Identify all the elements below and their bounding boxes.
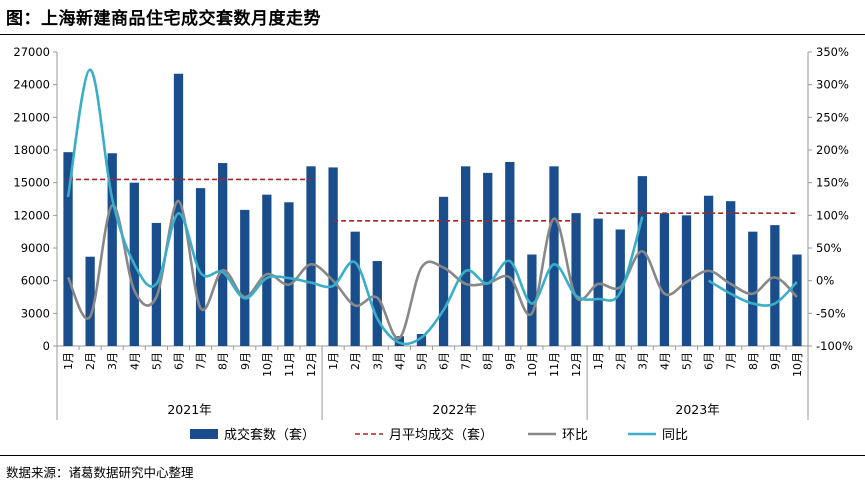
y-left-tick-label: 15000 <box>13 176 50 190</box>
bar <box>372 261 382 346</box>
x-category-label: 7月 <box>195 352 208 370</box>
bar <box>328 167 338 346</box>
x-category-label: 9月 <box>239 352 252 370</box>
title-rule <box>0 34 865 35</box>
x-category-label: 8月 <box>747 352 760 370</box>
x-category-label: 4月 <box>658 352 671 370</box>
x-category-label: 10月 <box>791 352 804 377</box>
bar <box>460 166 471 346</box>
legend-swatch-bar <box>190 429 218 439</box>
x-category-label: 1月 <box>62 352 75 370</box>
x-category-label: 5月 <box>681 352 694 370</box>
x-category-label: 11月 <box>283 352 296 377</box>
y-left-tick-label: 21000 <box>13 110 50 124</box>
legend-label: 同比 <box>662 428 688 443</box>
bar <box>483 172 493 346</box>
bar <box>438 196 449 346</box>
yoy-line-segment <box>66 68 644 346</box>
y-right-tick-label: 100% <box>816 208 849 222</box>
x-category-label: 6月 <box>172 352 185 370</box>
year-label: 2023年 <box>675 402 719 417</box>
x-category-label: 7月 <box>460 352 473 370</box>
x-category-label: 9月 <box>504 352 517 370</box>
x-category-label: 11月 <box>548 352 561 377</box>
y-right-tick-label: 150% <box>816 176 849 190</box>
y-left-tick-label: 18000 <box>13 143 50 157</box>
year-label: 2021年 <box>167 402 211 417</box>
bar <box>306 166 316 346</box>
y-right-tick-label: 300% <box>816 78 849 92</box>
y-left-tick-label: 24000 <box>13 78 50 92</box>
bar <box>748 231 758 346</box>
x-category-label: 12月 <box>305 352 318 377</box>
y-right-tick-label: -50% <box>816 306 846 320</box>
bar <box>637 176 647 346</box>
bar <box>571 213 581 346</box>
legend-label: 月平均成交（套） <box>389 427 493 443</box>
legend-label: 环比 <box>562 428 588 443</box>
y-left-tick-label: 12000 <box>13 208 50 222</box>
x-category-label: 6月 <box>703 352 716 370</box>
bar <box>416 334 427 346</box>
x-category-label: 2月 <box>614 352 627 370</box>
x-category-label: 8月 <box>217 352 230 370</box>
bar <box>770 225 780 346</box>
x-category-label: 8月 <box>482 352 495 370</box>
bar <box>527 254 537 346</box>
bar <box>792 254 802 346</box>
year-label: 2022年 <box>432 402 476 417</box>
bar <box>659 213 670 346</box>
bar <box>240 209 250 346</box>
bar <box>107 153 117 346</box>
bar <box>284 202 294 346</box>
bar <box>63 152 73 346</box>
yoy-line-segment <box>707 279 798 307</box>
source-rule <box>0 455 865 456</box>
y-left-tick-label: 6000 <box>21 274 50 288</box>
mom-line-segment <box>66 199 798 340</box>
bar <box>218 163 228 346</box>
x-category-label: 2月 <box>84 352 97 370</box>
bar <box>593 218 603 346</box>
y-left-tick-label: 0 <box>43 339 50 353</box>
x-category-label: 1月 <box>327 352 340 370</box>
bar <box>505 161 515 346</box>
x-category-label: 3月 <box>371 352 384 370</box>
bar <box>350 231 360 346</box>
data-source: 数据来源：诸葛数据研究中心整理 <box>6 465 194 480</box>
x-category-label: 3月 <box>106 352 119 370</box>
y-right-tick-label: -100% <box>816 339 853 353</box>
bar <box>85 256 95 346</box>
chart-title: 图：上海新建商品住宅成交套数月度走势 <box>6 9 321 29</box>
x-category-label: 7月 <box>725 352 738 370</box>
x-category-label: 1月 <box>592 352 605 370</box>
y-right-tick-label: 250% <box>816 110 849 124</box>
x-category-label: 9月 <box>769 352 782 370</box>
bar <box>726 201 736 346</box>
x-category-label: 12月 <box>570 352 583 377</box>
y-left-tick-label: 9000 <box>21 241 50 255</box>
y-left-tick-label: 27000 <box>13 45 50 59</box>
x-category-label: 5月 <box>415 352 428 370</box>
legend-label: 成交套数（套） <box>224 427 315 443</box>
x-category-label: 10月 <box>526 352 539 377</box>
x-category-label: 3月 <box>636 352 649 370</box>
x-category-label: 4月 <box>128 352 141 370</box>
y-right-tick-label: 50% <box>816 241 842 255</box>
y-right-tick-label: 0% <box>816 274 834 288</box>
bar <box>262 194 272 346</box>
x-category-label: 6月 <box>438 352 451 370</box>
x-category-label: 4月 <box>393 352 406 370</box>
bar <box>195 188 206 346</box>
bar <box>173 73 184 347</box>
x-category-label: 10月 <box>261 352 274 377</box>
y-right-tick-label: 200% <box>816 143 849 157</box>
bar <box>549 166 559 346</box>
y-right-tick-label: 350% <box>816 45 849 59</box>
x-category-label: 5月 <box>150 352 163 370</box>
x-category-label: 2月 <box>349 352 362 370</box>
y-left-tick-label: 3000 <box>21 306 50 320</box>
bar <box>394 336 405 346</box>
